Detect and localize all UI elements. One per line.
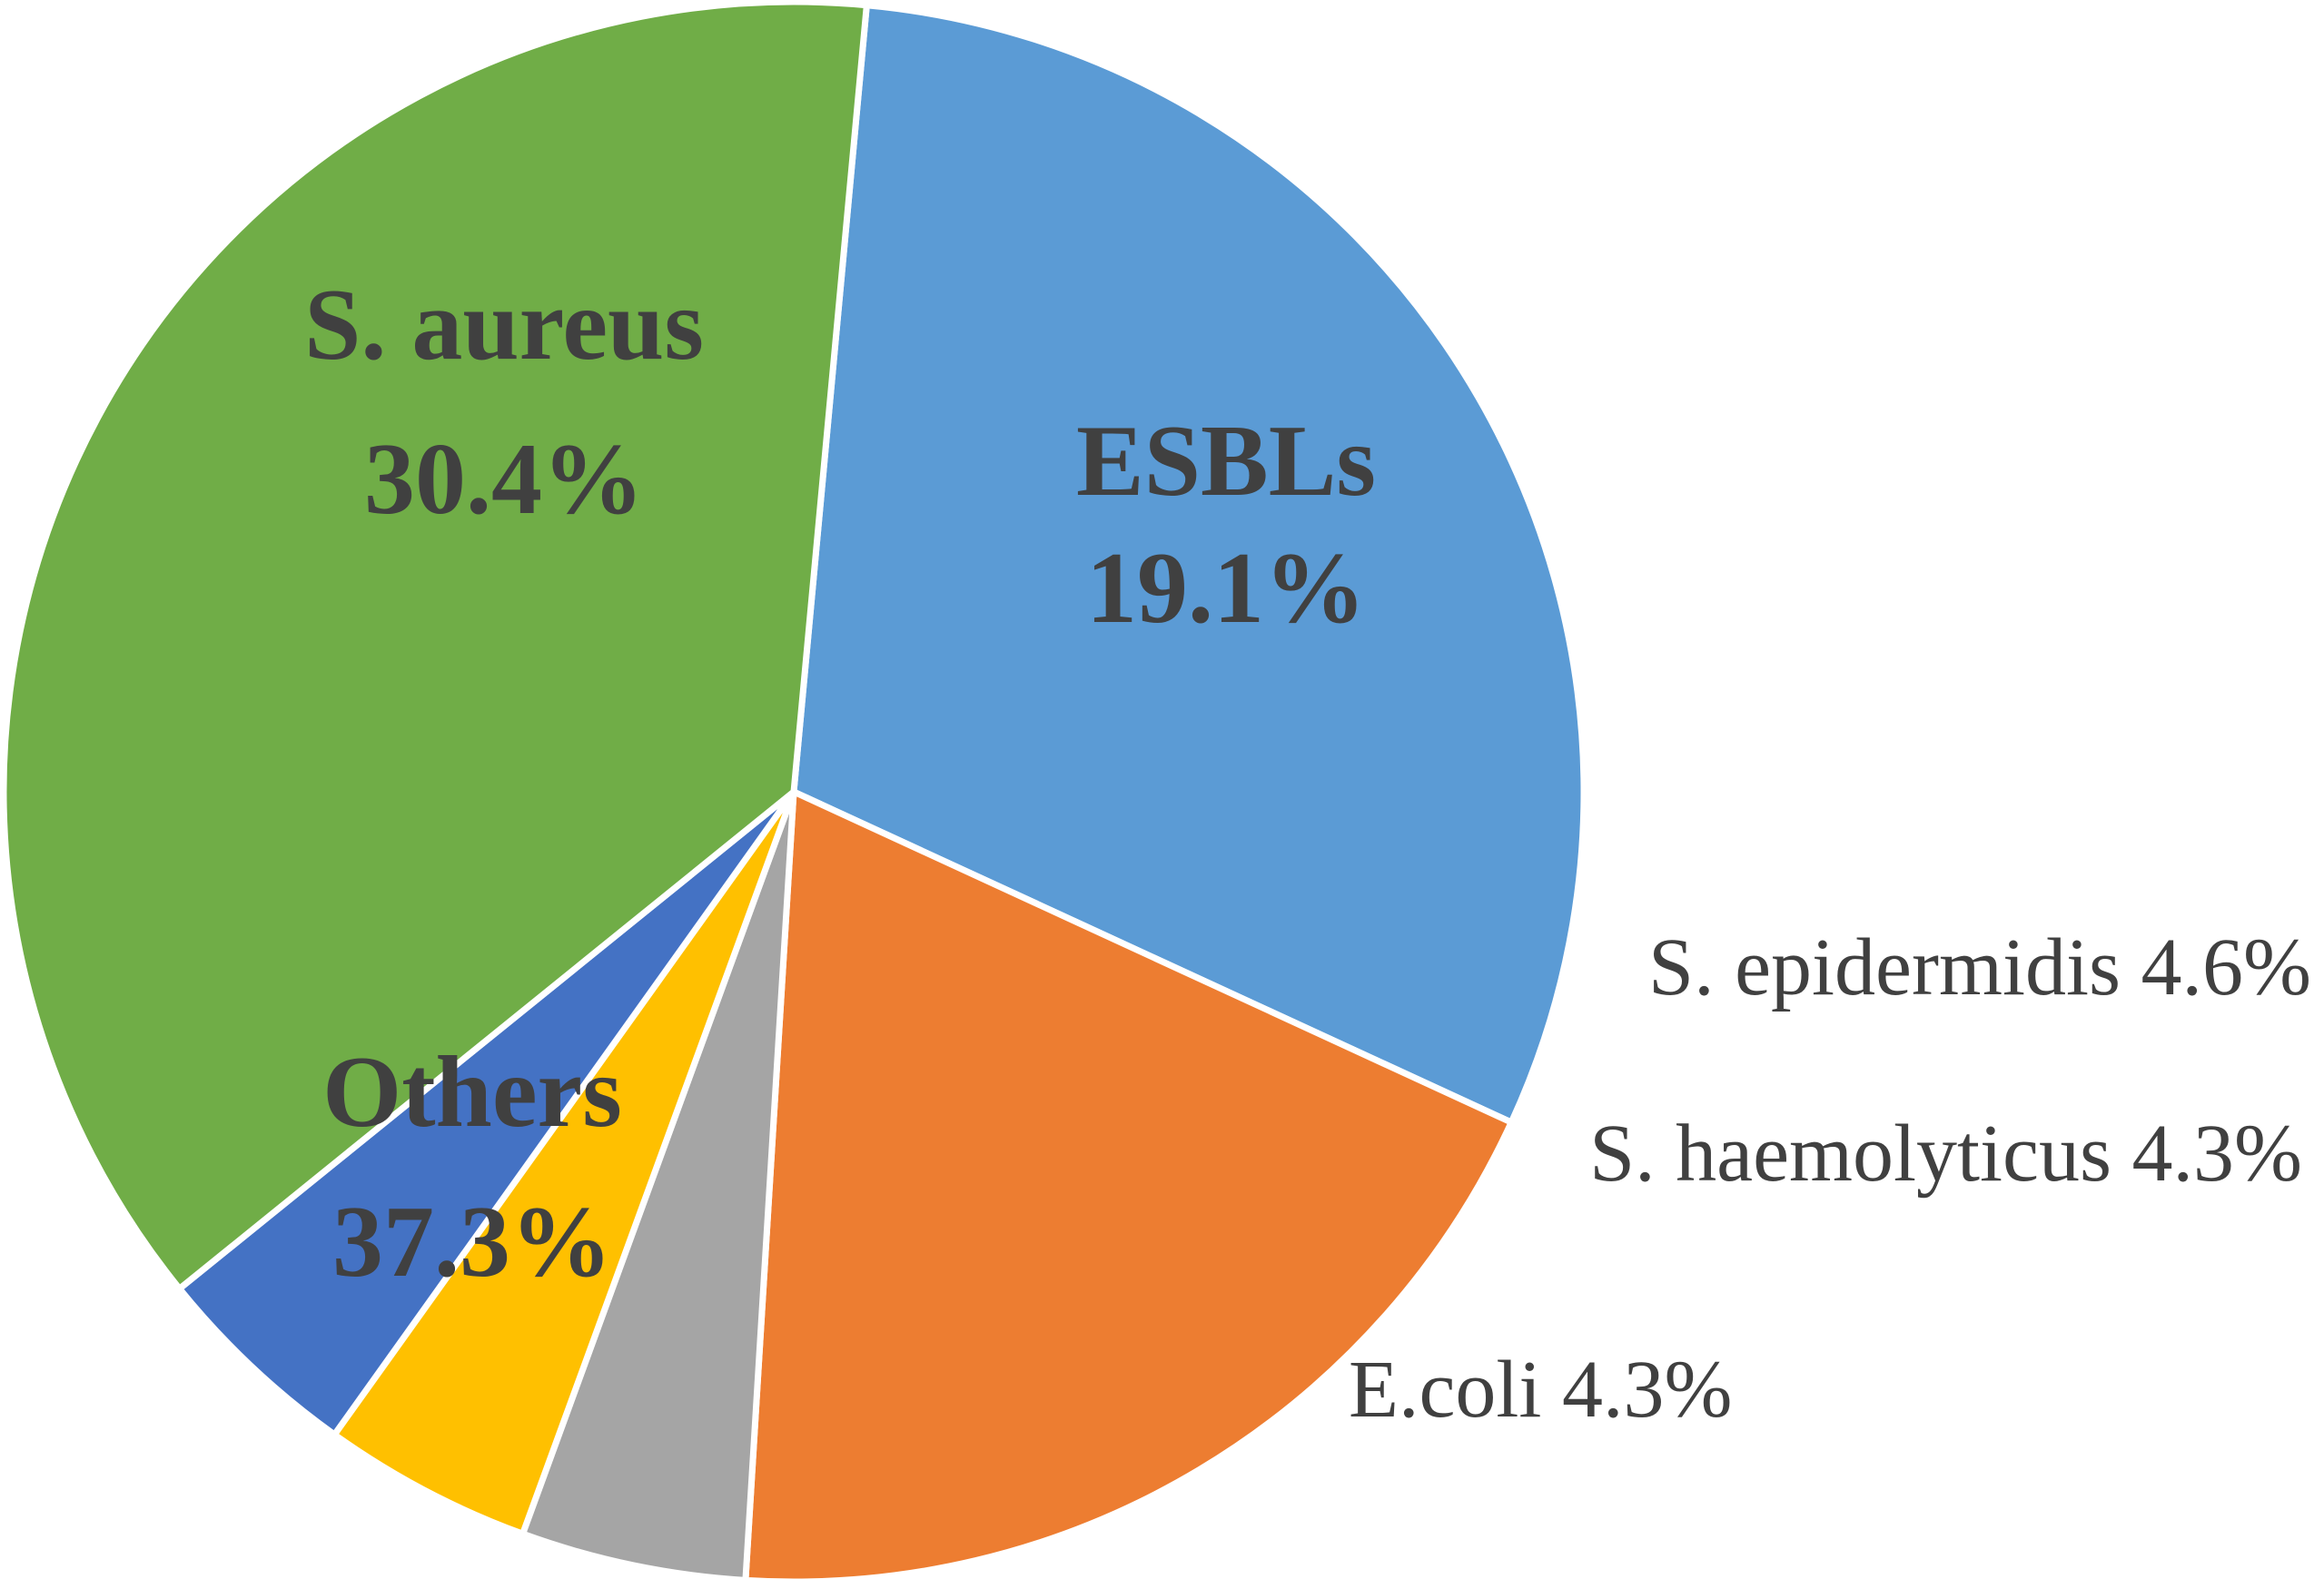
slice-label-name-e-coli: E.coli (1349, 1345, 1541, 1435)
slice-label-name-s-epidermidis: S. epidermidis (1648, 923, 2121, 1012)
pie-slice-e-coli (176, 788, 797, 1438)
pie-slice-others (0, 0, 870, 1292)
pie-slice-s-aureus (790, 2, 1587, 1126)
slice-label-s-aureus: S. aureus (304, 269, 704, 381)
pie-slice-s-epidermidis (519, 788, 797, 1584)
slice-label-s-haemolyticus: S. haemolyticus 4.3% (1589, 1109, 2302, 1199)
pie-slices (0, 0, 1587, 1585)
slice-label-e-coli: E.coli 4.3% (1349, 1345, 1732, 1435)
slice-value-label-others: 37.3% (332, 1186, 612, 1298)
slice-value-label-e-coli: 4.3% (1562, 1345, 1732, 1435)
slice-label-name-s-haemolyticus: S. haemolyticus (1589, 1109, 2111, 1199)
slice-label-others: Others (322, 1036, 622, 1149)
slice-value-label-s-aureus: 30.4% (364, 423, 644, 536)
slice-label-esbls: ESBLs (1076, 405, 1376, 518)
pie-labels: S. aureus 30.4% ESBLs 19.1% S. epidermidis 4… (304, 269, 2311, 1435)
slice-value-label-s-haemolyticus: 4.3% (2132, 1109, 2302, 1199)
slice-label-s-epidermidis: S. epidermidis 4.6% (1648, 923, 2311, 1012)
pie-slice-s-haemolyticus (331, 788, 797, 1537)
slice-value-label-s-epidermidis: 4.6% (2141, 923, 2311, 1012)
pie-slice-esbls (742, 788, 1515, 1585)
slice-value-label-esbls: 19.1% (1086, 532, 1366, 645)
